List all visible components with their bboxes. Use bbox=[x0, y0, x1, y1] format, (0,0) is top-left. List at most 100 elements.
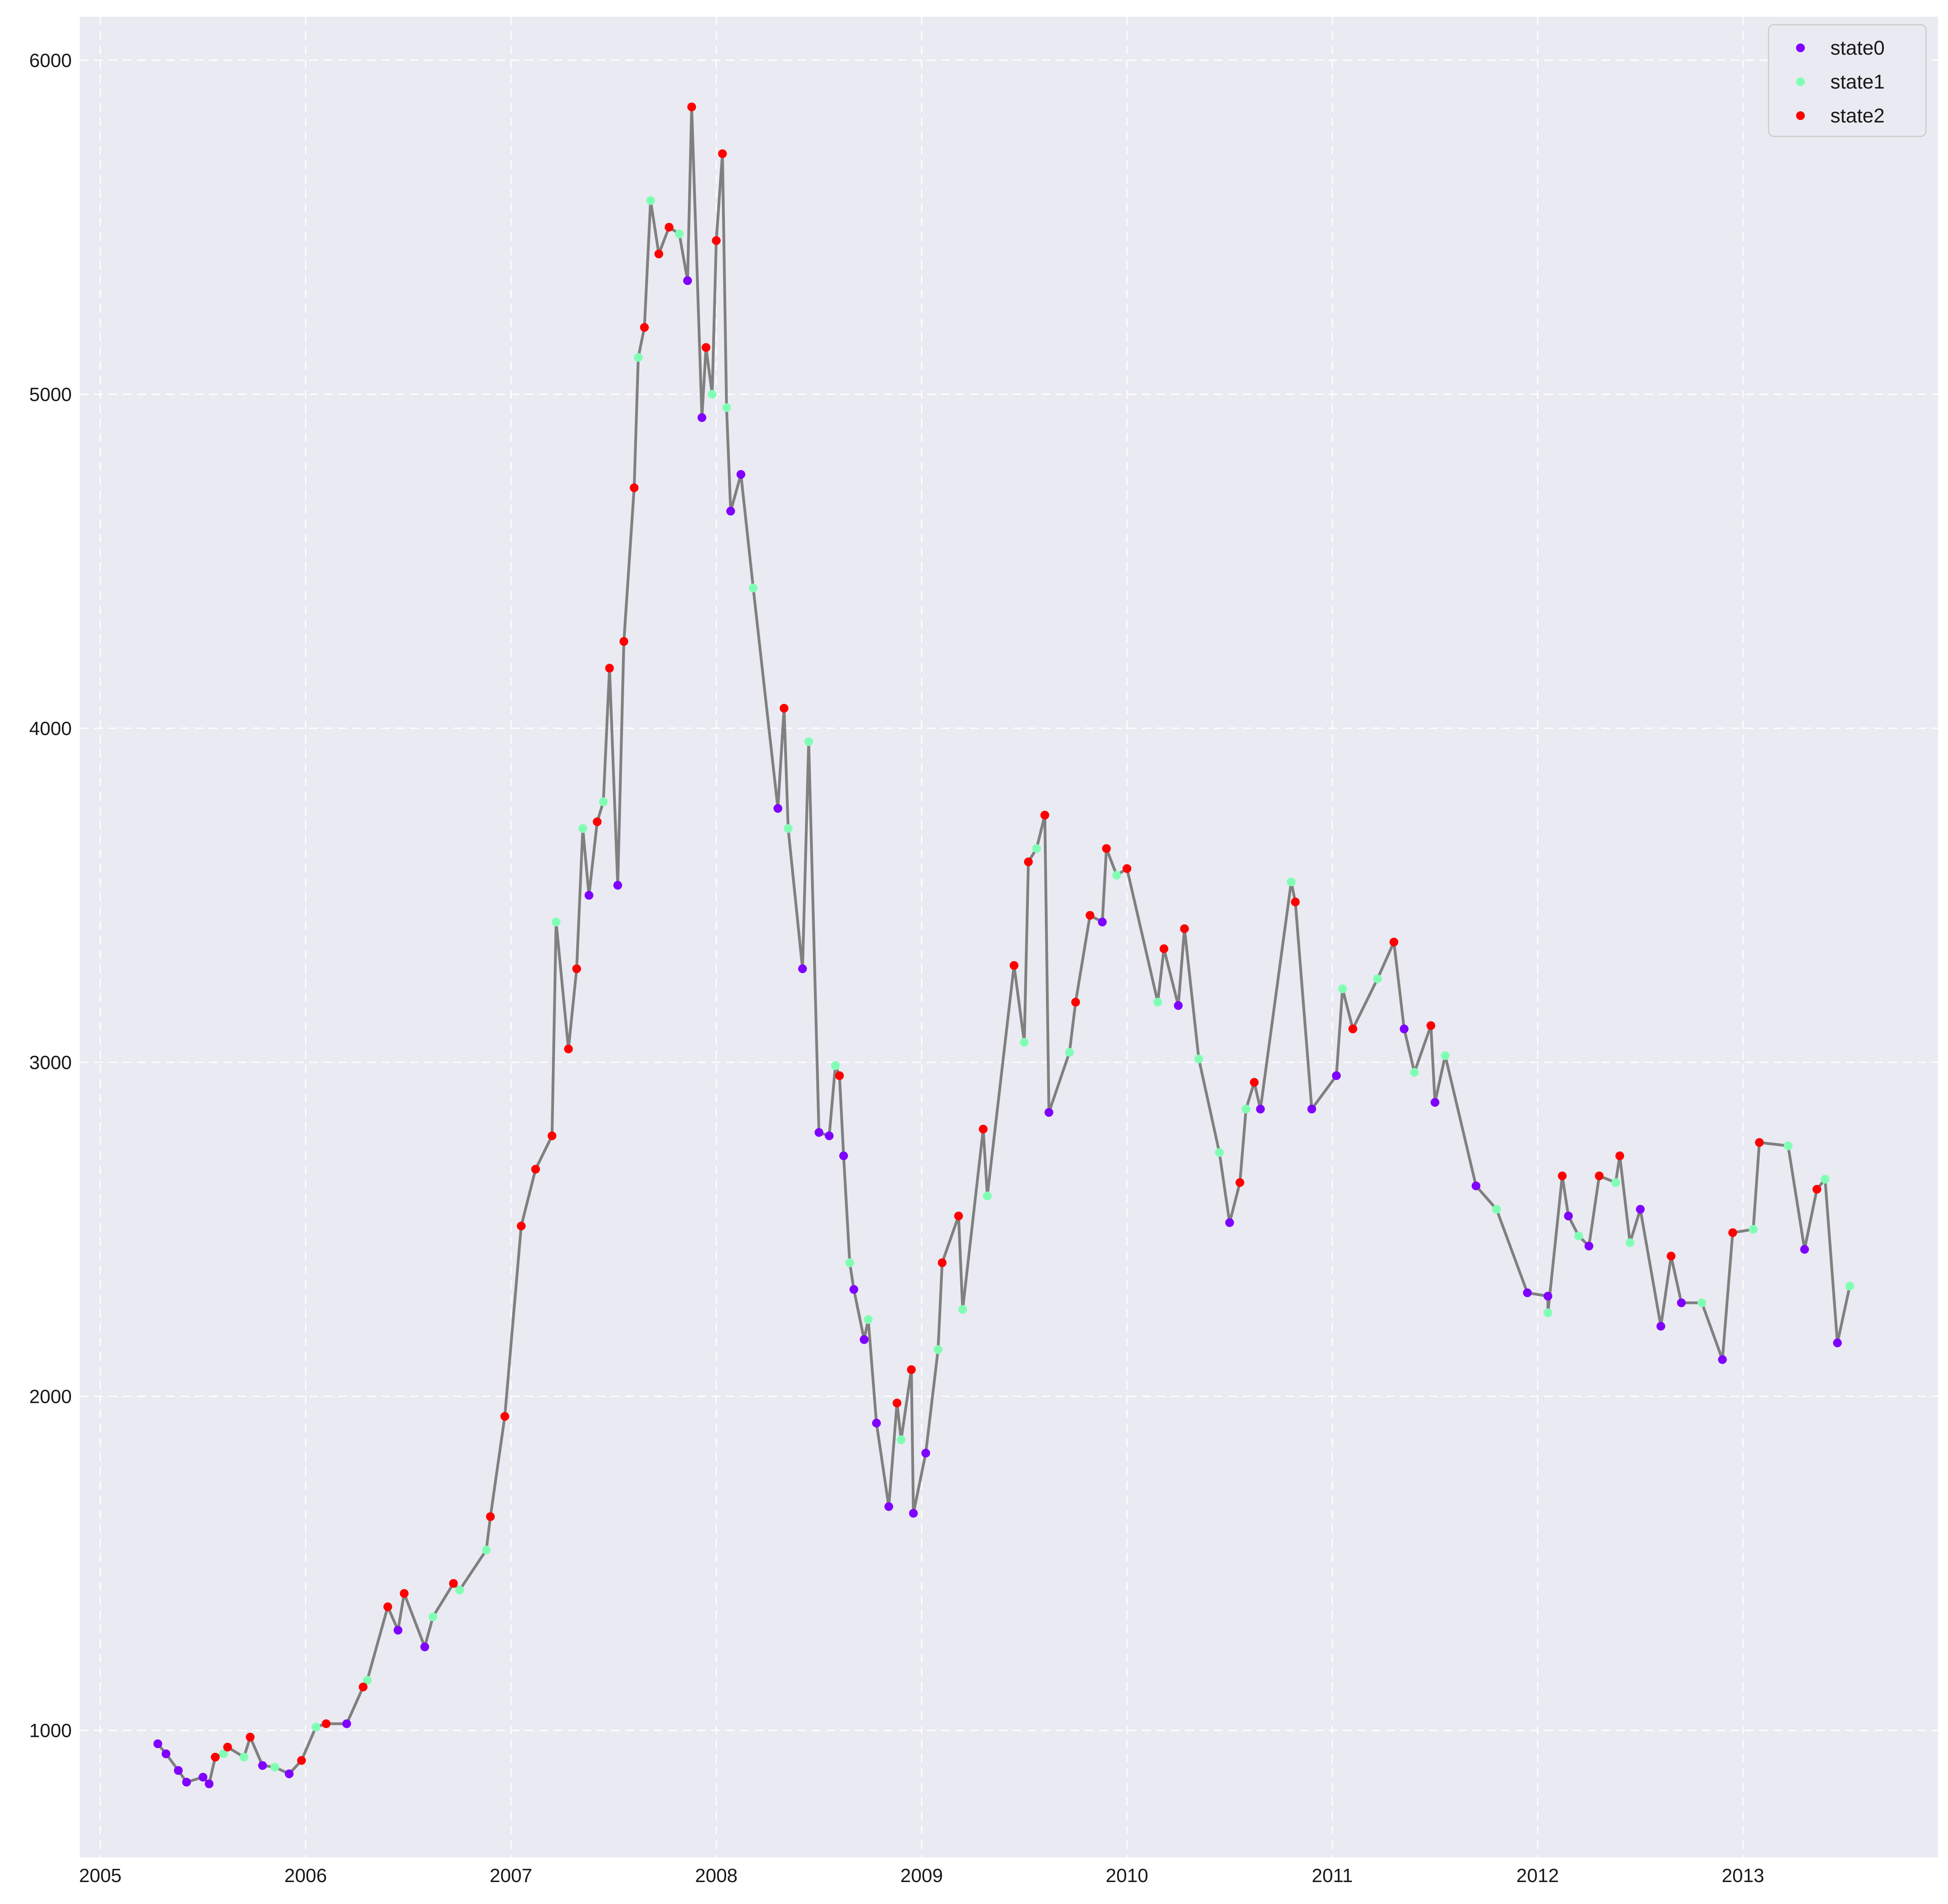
point-state0 bbox=[860, 1335, 869, 1344]
point-state1 bbox=[675, 229, 684, 238]
point-state2 bbox=[954, 1211, 963, 1220]
grid-lines bbox=[80, 17, 1938, 1857]
point-state0 bbox=[1523, 1288, 1532, 1297]
y-tick-label: 6000 bbox=[29, 50, 72, 71]
point-state2 bbox=[1024, 857, 1033, 866]
point-state2 bbox=[687, 102, 696, 112]
point-state0 bbox=[1174, 1001, 1183, 1010]
point-state2 bbox=[500, 1412, 509, 1421]
point-state0 bbox=[1332, 1071, 1341, 1080]
point-state0 bbox=[1256, 1104, 1265, 1114]
point-state2 bbox=[517, 1222, 526, 1230]
point-state2 bbox=[664, 223, 674, 232]
point-state2 bbox=[712, 236, 721, 245]
point-state0 bbox=[1400, 1024, 1409, 1033]
point-state0 bbox=[839, 1151, 848, 1161]
point-state0 bbox=[825, 1131, 834, 1140]
point-state2 bbox=[605, 664, 614, 673]
point-state0 bbox=[1564, 1211, 1573, 1220]
point-state0 bbox=[909, 1509, 918, 1518]
point-state2 bbox=[938, 1258, 947, 1267]
point-state0 bbox=[1636, 1205, 1645, 1214]
point-state1 bbox=[599, 797, 608, 806]
point-state2 bbox=[780, 704, 789, 713]
point-state1 bbox=[1194, 1054, 1203, 1064]
x-tick-label: 2008 bbox=[695, 1865, 738, 1886]
x-tick-label: 2013 bbox=[1721, 1865, 1764, 1886]
point-state2 bbox=[1666, 1252, 1676, 1261]
point-state1 bbox=[1373, 974, 1382, 984]
point-state2 bbox=[1159, 944, 1168, 953]
y-tick-label: 1000 bbox=[29, 1721, 72, 1742]
point-state0 bbox=[798, 964, 807, 974]
legend-label-state1: state1 bbox=[1830, 71, 1885, 93]
point-state0 bbox=[1430, 1098, 1440, 1107]
point-state1 bbox=[804, 737, 813, 746]
point-state0 bbox=[182, 1778, 191, 1787]
point-state1 bbox=[845, 1258, 854, 1267]
point-state2 bbox=[1291, 897, 1300, 907]
point-state2 bbox=[654, 249, 664, 258]
point-state0 bbox=[1656, 1322, 1665, 1331]
point-state2 bbox=[297, 1756, 306, 1765]
point-state0 bbox=[162, 1749, 171, 1758]
plot-area bbox=[80, 17, 1938, 1857]
point-state0 bbox=[1044, 1108, 1054, 1117]
point-state1 bbox=[1065, 1048, 1074, 1057]
point-state1 bbox=[239, 1752, 248, 1762]
point-state2 bbox=[1389, 938, 1398, 947]
point-state1 bbox=[552, 917, 561, 926]
point-state0 bbox=[285, 1769, 294, 1778]
legend-marker-state0 bbox=[1796, 43, 1805, 52]
point-state0 bbox=[737, 470, 745, 479]
point-state2 bbox=[892, 1398, 902, 1407]
point-state2 bbox=[1235, 1178, 1245, 1187]
point-state2 bbox=[383, 1602, 392, 1611]
point-state1 bbox=[1784, 1141, 1793, 1150]
point-state0 bbox=[872, 1419, 881, 1428]
point-state0 bbox=[1098, 917, 1107, 926]
point-state1 bbox=[1410, 1068, 1419, 1077]
point-state1 bbox=[748, 583, 758, 593]
point-state0 bbox=[199, 1773, 207, 1782]
point-state2 bbox=[1728, 1228, 1737, 1237]
point-state2 bbox=[1180, 924, 1189, 933]
point-state2 bbox=[486, 1512, 495, 1521]
point-state1 bbox=[482, 1545, 491, 1555]
point-state1 bbox=[831, 1061, 840, 1070]
point-state0 bbox=[420, 1642, 429, 1652]
point-state2 bbox=[1426, 1021, 1436, 1030]
point-state0 bbox=[884, 1502, 893, 1511]
point-state0 bbox=[814, 1128, 823, 1137]
point-state1 bbox=[1543, 1308, 1552, 1317]
point-state0 bbox=[258, 1761, 267, 1770]
y-axis-ticks: 1000 2000 3000 4000 5000 6000 bbox=[29, 50, 72, 1742]
point-state2 bbox=[548, 1131, 557, 1140]
point-state2 bbox=[1558, 1171, 1567, 1181]
point-state0 bbox=[1307, 1104, 1316, 1114]
point-state2 bbox=[1595, 1171, 1604, 1181]
point-state2 bbox=[1812, 1185, 1822, 1194]
point-state2 bbox=[1040, 810, 1050, 820]
point-state1 bbox=[896, 1435, 906, 1444]
point-state1 bbox=[1215, 1148, 1224, 1157]
point-state1 bbox=[428, 1612, 437, 1621]
legend-marker-state2 bbox=[1796, 111, 1805, 120]
point-state2 bbox=[630, 483, 639, 492]
point-state1 bbox=[1287, 877, 1296, 887]
y-tick-label: 3000 bbox=[29, 1053, 72, 1074]
point-state2 bbox=[593, 817, 602, 826]
point-state1 bbox=[958, 1305, 967, 1314]
point-state1 bbox=[1749, 1225, 1758, 1234]
x-tick-label: 2009 bbox=[900, 1865, 943, 1886]
point-state1 bbox=[1338, 984, 1347, 993]
point-state2 bbox=[400, 1589, 409, 1598]
point-state1 bbox=[983, 1191, 992, 1200]
point-state1 bbox=[311, 1723, 321, 1732]
point-state1 bbox=[1611, 1178, 1620, 1187]
point-state0 bbox=[921, 1449, 930, 1458]
point-state1 bbox=[646, 196, 655, 205]
legend-label-state0: state0 bbox=[1830, 37, 1885, 59]
point-state0 bbox=[205, 1779, 214, 1788]
